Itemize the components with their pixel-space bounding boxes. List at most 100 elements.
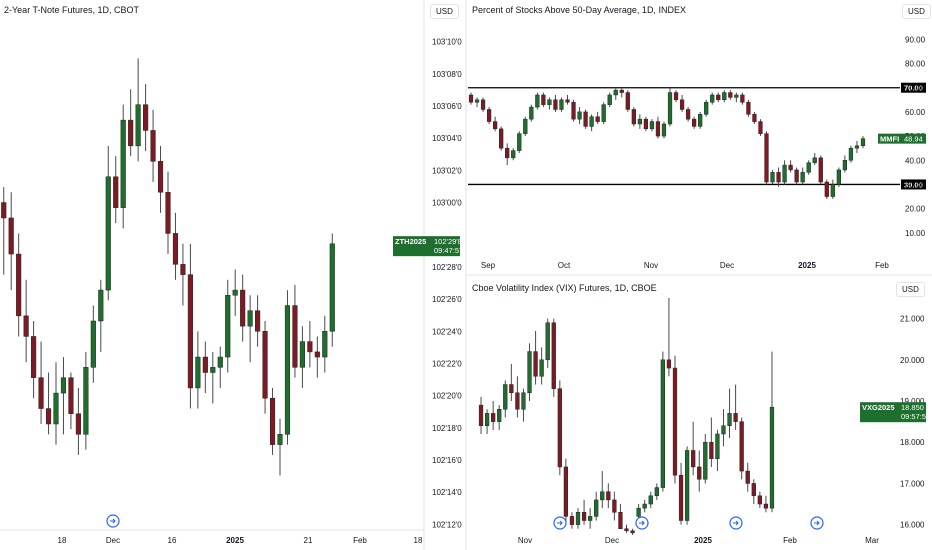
chart3-plot[interactable]: 21.000 20.000 19.000 18.000 17.000 16.000 Nov D…: [478, 298, 930, 545]
chart1-y-tick: 103'04'0: [432, 134, 462, 143]
chart1-candle: [150, 130, 156, 162]
chart1-x-tick: 18: [414, 536, 423, 545]
chart2-candle: [800, 172, 805, 183]
chart3-candle: [557, 388, 562, 468]
chart3-candle: [739, 421, 744, 472]
chart2-price-label-bg: [878, 133, 926, 144]
chart1-y-tick: 103'10'0: [432, 38, 462, 47]
chart2-candle: [523, 118, 528, 134]
chart2-currency-button[interactable]: USD: [902, 4, 931, 19]
chart1-candle: [157, 161, 164, 193]
chart1-candle: [292, 305, 298, 368]
chart1-x-tick: Feb: [353, 536, 367, 545]
chart3-y-tick: 17.000: [900, 479, 925, 488]
chart3-candle: [745, 470, 750, 484]
chart2-candle: [547, 99, 552, 105]
chart1-candle: [210, 367, 216, 373]
chart1-candle: [31, 336, 37, 378]
chart1-plot[interactable]: 103'10'0 103'08'0 103'06'0 103'04'0 103'02'0…: [1, 38, 463, 545]
chart2-candle: [619, 89, 624, 93]
chart3-currency-button[interactable]: USD: [896, 282, 925, 297]
chart2-candle: [571, 101, 576, 120]
chart2-candle: [854, 145, 860, 149]
chart1-y-tick: 103'00'0: [432, 199, 462, 208]
chart1-candle: [98, 289, 104, 322]
chart3-candle: [763, 503, 769, 509]
chart2-y-tick: 10.00: [905, 229, 926, 238]
chart1-candle: [180, 264, 186, 275]
chart3-candle: [509, 384, 514, 394]
chart3-candle: [697, 466, 702, 480]
chart1-candle: [269, 397, 276, 445]
chart2-candle: [776, 172, 781, 183]
chart3-event-arrow: [814, 520, 820, 526]
chart3-candle: [721, 425, 726, 435]
chart2-candle: [848, 147, 854, 161]
chart1-event-arrow: [110, 518, 116, 524]
chart2-y-tick: 40.00: [905, 156, 926, 165]
chart3-candle: [521, 392, 526, 410]
chart2-candle: [716, 94, 721, 101]
chart3-candle: [630, 530, 635, 534]
chart3-candle: [491, 413, 496, 422]
chart3-candle: [527, 351, 532, 394]
chart2-candle: [836, 169, 841, 185]
chart1-candle: [314, 351, 320, 358]
chart1-candle: [284, 305, 291, 435]
chart2-candle: [692, 118, 697, 127]
chart2-candle: [746, 101, 751, 115]
chart3-candle: [636, 507, 641, 517]
chart2-x-tick: Nov: [644, 261, 658, 270]
chart2-candle: [685, 109, 691, 120]
chart3-candle: [594, 499, 599, 517]
chart2-candle: [643, 118, 649, 130]
chart2-level-label-bg: [901, 179, 926, 190]
chart3-x-tick: Nov: [518, 536, 532, 545]
chart2-candle: [673, 92, 679, 101]
chart2-candle: [824, 181, 829, 197]
chart2-last-price: 48.94: [904, 135, 923, 144]
chart3-candle: [503, 384, 508, 410]
chart1-y-tick: 102'16'0: [432, 456, 462, 465]
chart1-x-tick: 16: [168, 536, 177, 545]
chart1-candle: [75, 413, 81, 435]
chart2-candle: [535, 94, 540, 108]
chart1-y-tick: 103'08'0: [432, 70, 462, 79]
chart3-candle: [751, 483, 756, 497]
chart3-candle: [678, 474, 684, 521]
chart2-candle: [704, 101, 709, 115]
chart2-candle: [517, 133, 522, 151]
chart3-candle: [545, 322, 550, 361]
chart1-candle: [255, 310, 261, 332]
chart2-title: Percent of Stocks Above 50-Day Average, …: [472, 5, 686, 15]
chart1-candle: [135, 104, 141, 147]
chart1-candle: [113, 176, 119, 208]
chart1-candle: [83, 367, 89, 435]
chart2-y-tick: 30.00: [905, 180, 926, 189]
chart3-candle: [660, 359, 665, 488]
chart1-candle: [128, 119, 134, 147]
chart2-candle: [637, 118, 642, 125]
chart1-candle: [240, 289, 246, 327]
chart1-candle: [217, 356, 223, 368]
chart2-plot[interactable]: 70.0030.0090.0080.0070.0060.0050.0040.00…: [468, 35, 926, 270]
chart1-y-tick: 102'20'0: [432, 392, 462, 401]
chart3-price-label-bg: [860, 402, 926, 423]
chart2-candle: [710, 94, 715, 103]
chart3-candle: [497, 409, 502, 422]
chart1-candle: [90, 320, 96, 368]
chart3-candle: [515, 392, 520, 410]
chart3-title: Cboe Volatility Index (VIX) Futures, 1D,…: [472, 283, 657, 293]
chart3-candle: [684, 450, 690, 521]
chart1-currency-button[interactable]: USD: [430, 4, 459, 19]
chart3-y-tick: 19.000: [900, 397, 925, 406]
chart1-y-tick: 103'06'0: [432, 102, 462, 111]
chart3-candle: [551, 322, 556, 389]
chart1-title: 2-Year T-Note Futures, 1D, CBOT: [4, 5, 140, 15]
chart3-symbol-label: VXG2025: [862, 403, 895, 412]
chart2-candle: [553, 99, 558, 110]
chart2-candle: [607, 94, 612, 105]
chart1-last-price: 102'29'8: [434, 237, 462, 246]
chart1-candle: [105, 176, 111, 291]
